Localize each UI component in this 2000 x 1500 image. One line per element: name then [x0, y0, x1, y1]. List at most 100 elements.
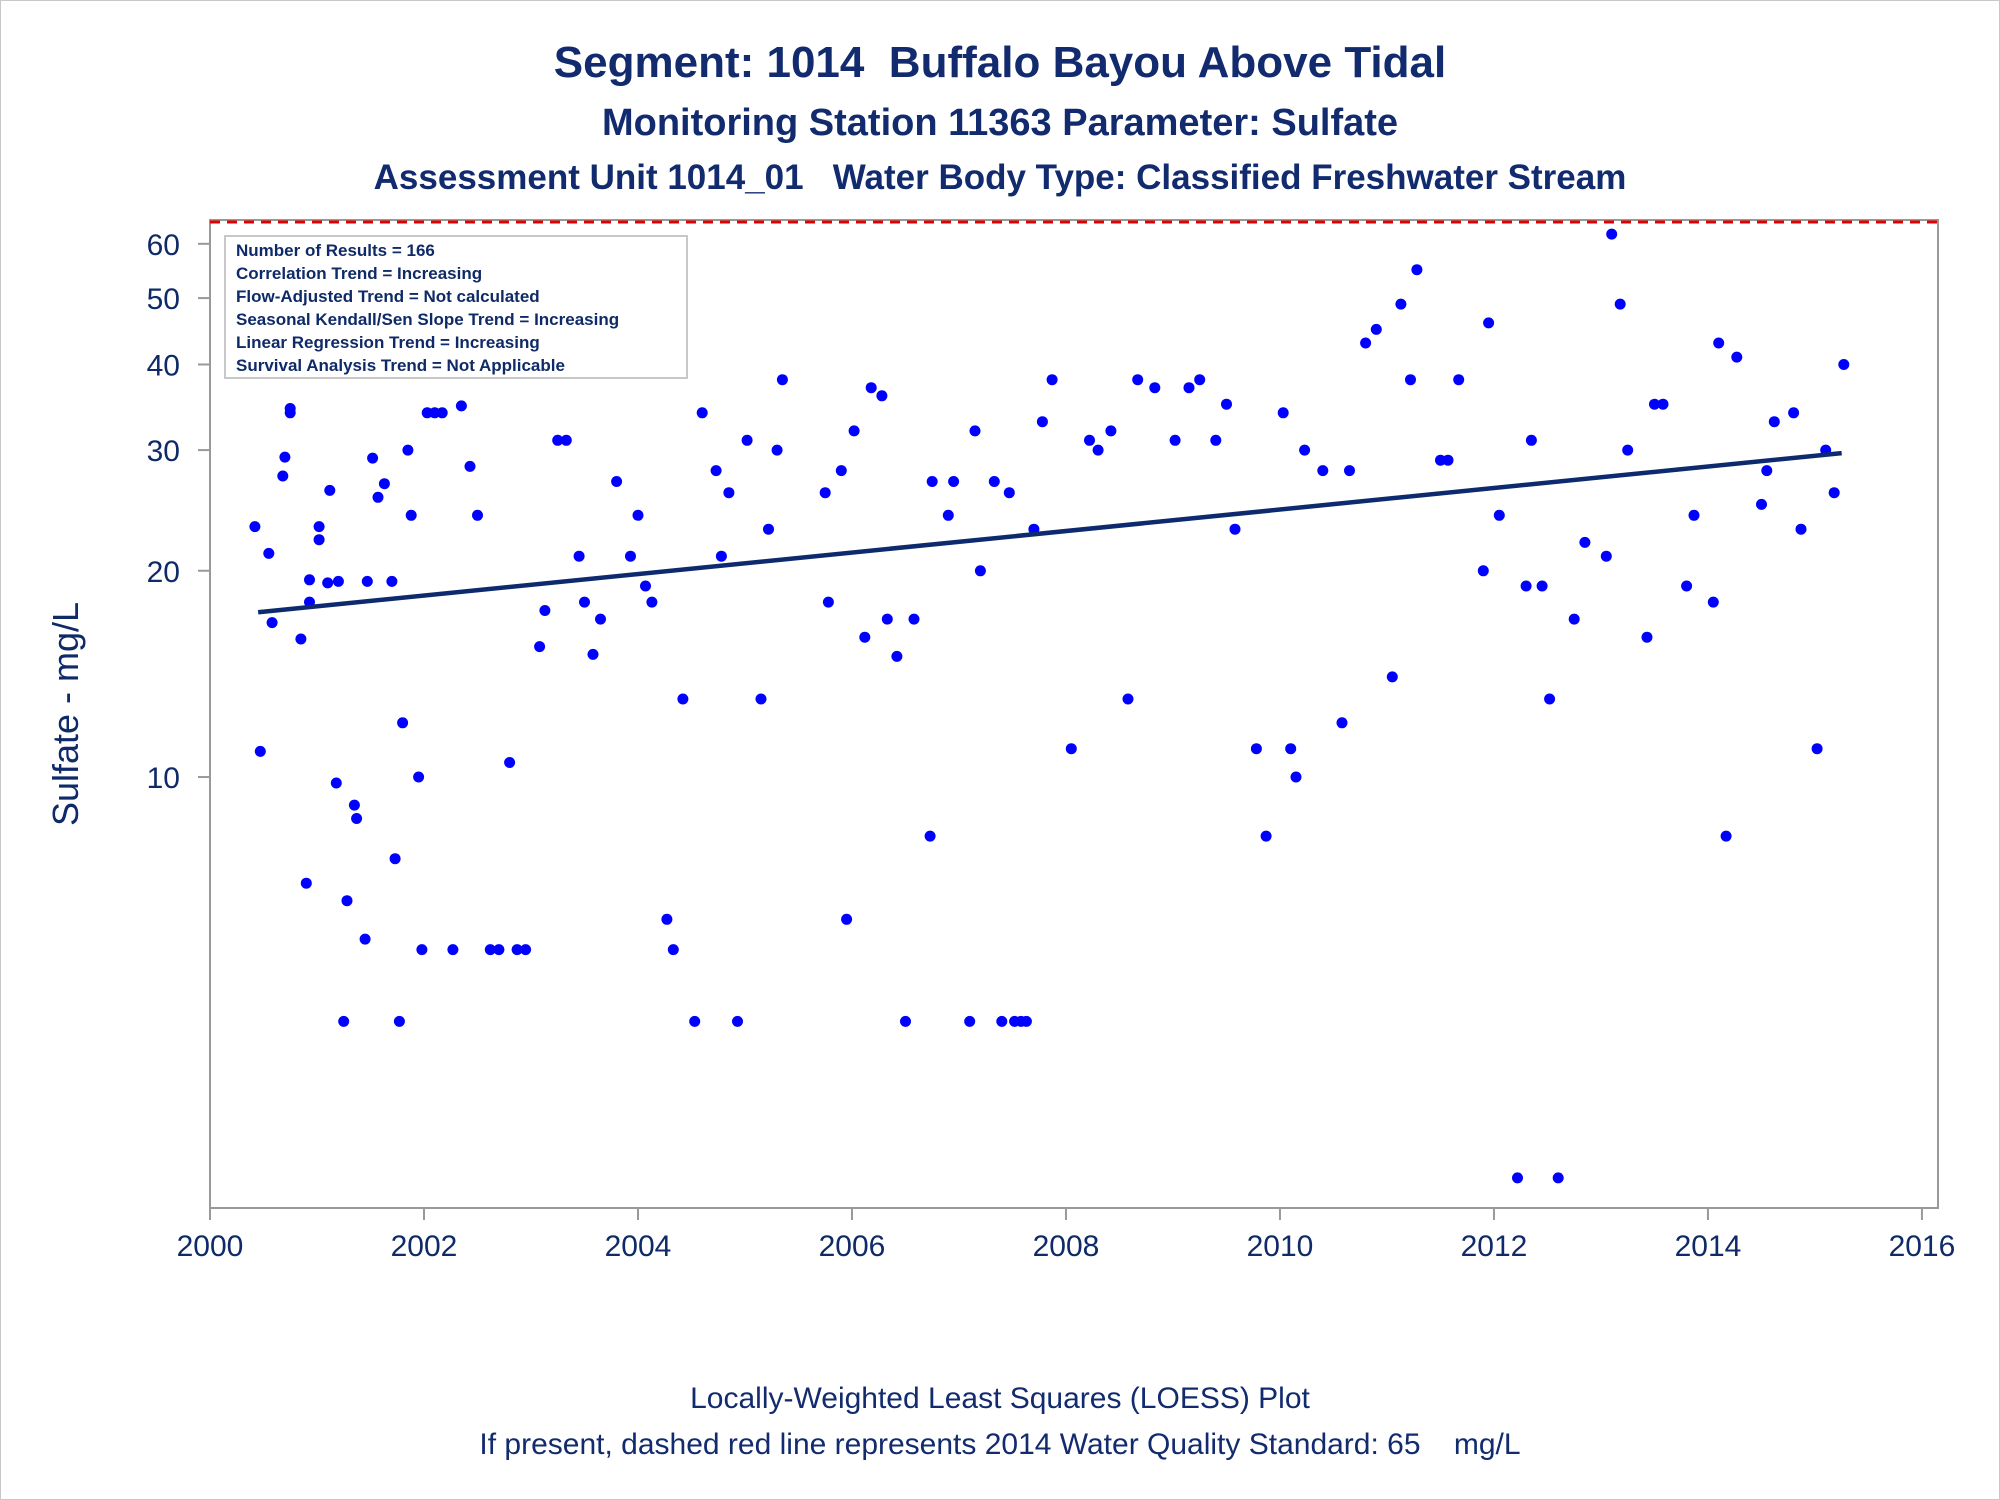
- data-point: [1614, 298, 1626, 310]
- data-point: [1092, 444, 1104, 456]
- data-point: [279, 451, 291, 463]
- data-point: [1405, 374, 1416, 386]
- legend-line: Flow-Adjusted Trend = Not calculated: [236, 287, 540, 306]
- data-point: [1105, 425, 1117, 437]
- chart-subtitle: Monitoring Station 11363 Parameter: Sulf…: [601, 102, 1399, 144]
- y-tick-label: 60: [147, 229, 180, 262]
- data-point: [755, 693, 767, 705]
- data-point: [1600, 550, 1612, 562]
- data-point: [1003, 487, 1015, 499]
- data-point: [1512, 1172, 1523, 1184]
- data-point: [284, 403, 296, 414]
- data-point: [1477, 565, 1489, 577]
- data-point: [974, 565, 986, 577]
- y-tick-label: 30: [147, 435, 180, 468]
- footnote-standard: If present, dashed red line represents 2…: [479, 1428, 1521, 1461]
- chart-title: Segment: 1014 Buffalo Bayou Above Tidal: [553, 38, 1447, 87]
- data-point: [1525, 434, 1537, 446]
- chart-subtitle-2: Assessment Unit 1014_01 Water Body Type:…: [373, 158, 1627, 197]
- data-point: [942, 509, 954, 521]
- data-point: [1657, 398, 1669, 410]
- x-tick-label: 2014: [1675, 1230, 1742, 1263]
- data-point: [822, 596, 834, 608]
- y-axis-label: Sulfate - mg/L: [45, 602, 86, 826]
- data-point: [926, 476, 938, 487]
- data-point: [876, 390, 888, 402]
- data-point: [1520, 580, 1532, 592]
- data-point: [710, 465, 722, 477]
- data-point: [1299, 444, 1311, 456]
- y-tick-label: 40: [147, 349, 180, 382]
- data-point: [1768, 416, 1780, 428]
- legend-line: Linear Regression Trend = Increasing: [236, 333, 540, 352]
- data-point: [511, 944, 523, 956]
- data-point: [1811, 743, 1823, 755]
- data-point: [835, 465, 847, 477]
- data-point: [552, 434, 564, 446]
- data-point: [1386, 671, 1398, 683]
- data-point: [1681, 580, 1693, 592]
- data-point: [1536, 580, 1548, 592]
- data-point: [1285, 743, 1297, 755]
- data-point: [848, 425, 860, 437]
- data-point: [1731, 351, 1743, 363]
- data-point: [1788, 407, 1800, 419]
- data-point: [1641, 631, 1653, 643]
- plot-area: [209, 219, 1939, 1209]
- data-point: [416, 944, 428, 956]
- data-point: [1250, 743, 1262, 755]
- data-point: [1132, 374, 1144, 386]
- data-point: [763, 523, 774, 535]
- data-point: [715, 550, 727, 562]
- data-point: [996, 1015, 1008, 1027]
- data-point: [1084, 434, 1095, 446]
- data-point: [322, 577, 334, 589]
- data-point: [1649, 398, 1660, 410]
- y-tick-label: 20: [147, 556, 180, 589]
- data-point: [1568, 613, 1580, 625]
- x-tick-label: 2008: [1033, 1230, 1100, 1263]
- data-point: [1606, 228, 1618, 240]
- data-point: [359, 933, 371, 945]
- data-point: [667, 944, 679, 956]
- data-point: [313, 521, 325, 533]
- footnote-plot-type: Locally-Weighted Least Squares (LOESS) P…: [690, 1382, 1310, 1415]
- data-point: [900, 1015, 911, 1027]
- data-point: [484, 944, 496, 956]
- data-point: [1756, 498, 1767, 510]
- data-point: [534, 641, 546, 653]
- data-point: [1194, 374, 1206, 386]
- data-point: [1442, 454, 1454, 466]
- data-point: [397, 717, 409, 729]
- data-point: [732, 1015, 743, 1027]
- x-tick-label: 2010: [1247, 1230, 1314, 1263]
- data-point: [1317, 465, 1329, 477]
- data-point: [300, 877, 312, 889]
- data-point: [324, 484, 336, 496]
- data-point: [1020, 1015, 1032, 1027]
- data-point: [1707, 596, 1719, 608]
- data-point: [1828, 487, 1840, 499]
- data-point: [378, 478, 390, 490]
- data-point: [741, 434, 753, 446]
- data-point: [1221, 398, 1232, 410]
- data-point: [1336, 717, 1348, 729]
- data-point: [539, 605, 551, 616]
- data-point: [969, 425, 981, 437]
- data-point: [1229, 523, 1241, 535]
- data-point: [908, 613, 920, 625]
- x-tick-label: 2004: [605, 1230, 672, 1263]
- data-point: [1370, 323, 1382, 335]
- data-point: [1183, 382, 1195, 394]
- data-point: [776, 374, 788, 386]
- data-point: [455, 400, 467, 412]
- legend-line: Number of Results = 166: [236, 241, 435, 260]
- data-point: [1483, 317, 1495, 329]
- data-point: [1838, 359, 1850, 370]
- data-point: [1453, 374, 1465, 386]
- data-point: [677, 693, 689, 705]
- data-point: [819, 487, 831, 499]
- data-point: [405, 509, 417, 521]
- data-point: [254, 745, 266, 757]
- data-point: [1036, 416, 1048, 428]
